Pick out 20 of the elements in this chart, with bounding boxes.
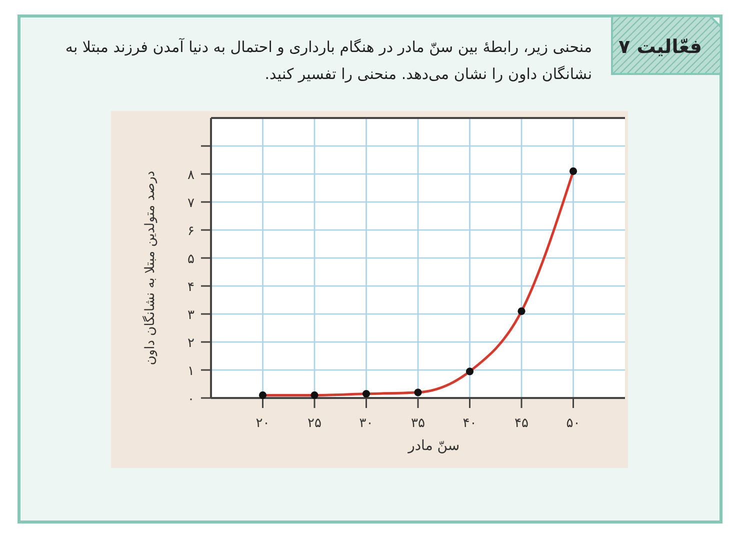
x-tick-label: ۴۰ bbox=[462, 416, 477, 431]
x-tick-label: ۲۵ bbox=[308, 416, 322, 431]
y-tick-label: ۱ bbox=[188, 364, 194, 379]
y-tick-label: ۲ bbox=[188, 336, 195, 351]
y-tick-label: ۶ bbox=[188, 224, 194, 239]
y-tick-label: ۸ bbox=[188, 168, 195, 183]
y-axis-title: درصد متولدین مبتلا به نشانگان داون bbox=[142, 170, 158, 366]
chart-subtitle: منحنی زیر، رابطهٔ بین سنّ مادر در هنگام بارداری و احتمال به دنیا آمدن فرزند مبتلا به نشانگان داون را نشان می‌دهد. منحنی را تفسیر کنید. bbox=[65, 37, 592, 83]
x-tick-label: ۴۵ bbox=[514, 416, 528, 431]
chart-title: فعّالیت ۷ bbox=[618, 36, 702, 58]
x-tick-label: ۳۵ bbox=[411, 416, 425, 431]
y-tick-label: ۷ bbox=[188, 196, 195, 211]
y-tick-label: ۳ bbox=[188, 308, 195, 323]
x-tick-label: ۲۰ bbox=[256, 416, 270, 431]
x-axis-title: سنّ مادر bbox=[407, 438, 460, 454]
y-tick-label: ۰ bbox=[188, 392, 194, 407]
x-tick-label: ۳۰ bbox=[359, 416, 374, 431]
y-tick-label: ۵ bbox=[188, 252, 195, 267]
x-tick-label: ۵۰ bbox=[566, 416, 580, 431]
y-tick-label: ۴ bbox=[188, 280, 195, 295]
